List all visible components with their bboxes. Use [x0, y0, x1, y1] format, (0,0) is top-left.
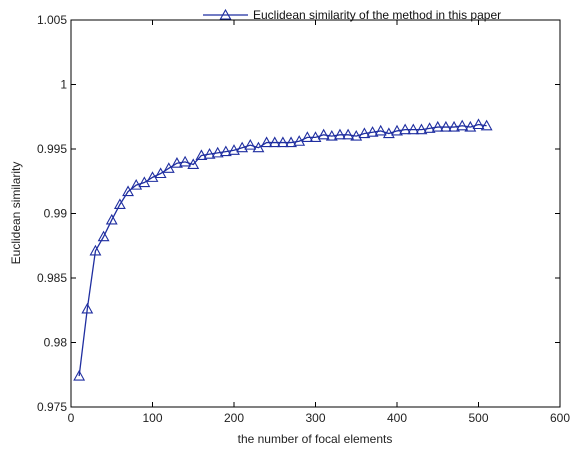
x-tick-label: 400 [387, 411, 407, 425]
data-point-marker [399, 123, 412, 135]
data-point-marker [203, 148, 216, 159]
data-point-marker [195, 149, 208, 160]
legend-label: Euclidean similarity of the method in th… [253, 8, 501, 22]
data-point-marker [211, 146, 224, 158]
legend-marker-triangle [219, 8, 232, 20]
data-point-marker [73, 369, 86, 381]
x-tick-label: 300 [305, 411, 325, 425]
data-point-marker [366, 126, 379, 137]
y-tick-label: 1 [60, 78, 67, 92]
y-axis-title: Euclidean similarity [9, 162, 23, 265]
series-layer [73, 118, 493, 381]
data-point-marker [154, 167, 167, 179]
data-point-marker [97, 230, 110, 242]
x-tick-label: 600 [550, 411, 570, 425]
data-point-marker [130, 178, 143, 190]
data-point-marker [431, 120, 444, 132]
x-tick-label: 500 [468, 411, 488, 425]
data-point-marker [187, 158, 200, 170]
data-point-marker [464, 120, 477, 132]
axis-ticks [70, 19, 561, 408]
data-point-marker [350, 129, 363, 141]
data-point-marker [325, 129, 338, 141]
x-tick-label: 100 [142, 411, 162, 425]
data-point-marker [456, 119, 469, 131]
data-point-marker [472, 118, 485, 130]
data-point-marker [423, 122, 436, 133]
data-point-marker [244, 138, 257, 150]
data-point-marker [146, 171, 159, 182]
data-point-marker [342, 128, 355, 140]
data-point-marker [89, 244, 102, 256]
y-tick-label: 0.995 [37, 142, 67, 156]
tick-labels: 0 100 200 300 400 500 600 0.975 0.98 0.985 0.99 0.9… [37, 13, 570, 425]
data-point-marker [260, 136, 273, 148]
data-point-marker [382, 127, 395, 139]
data-point-marker [268, 136, 281, 148]
data-point-marker [301, 131, 314, 142]
x-tick-label: 0 [68, 411, 75, 425]
data-point-marker [480, 119, 493, 131]
data-point-marker [219, 145, 232, 157]
data-point-marker [317, 128, 330, 140]
data-point-marker [113, 198, 126, 210]
data-point-marker [309, 131, 322, 142]
data-point-marker [105, 213, 118, 225]
data-point-marker [252, 141, 265, 153]
data-point-marker [138, 176, 151, 188]
y-tick-label: 1.005 [37, 13, 67, 27]
data-point-marker [276, 136, 289, 148]
y-tick-label: 0.98 [44, 336, 68, 350]
data-point-marker [162, 162, 175, 173]
data-point-marker [236, 141, 249, 153]
data-point-marker [374, 124, 387, 136]
y-tick-label: 0.975 [37, 400, 67, 414]
x-tick-label: 200 [224, 411, 244, 425]
y-tick-label: 0.985 [37, 271, 67, 285]
legend: Euclidean similarity of the method in th… [203, 8, 501, 22]
data-point-marker [415, 123, 428, 135]
data-point-marker [179, 155, 192, 167]
data-point-marker [448, 120, 460, 132]
data-point-marker [358, 127, 371, 139]
data-point-marker [391, 124, 403, 136]
data-point-marker [293, 135, 306, 146]
data-point-marker [171, 157, 183, 168]
data-point-marker [81, 302, 94, 314]
data-point-marker [228, 144, 240, 155]
y-tick-label: 0.99 [44, 207, 68, 221]
data-point-marker [407, 123, 420, 135]
plot-area [70, 19, 561, 408]
data-point-marker [285, 136, 297, 148]
x-axis-title: the number of focal elements [238, 432, 393, 446]
data-point-marker [439, 120, 452, 132]
data-point-marker [334, 128, 346, 140]
data-point-marker [122, 185, 134, 197]
